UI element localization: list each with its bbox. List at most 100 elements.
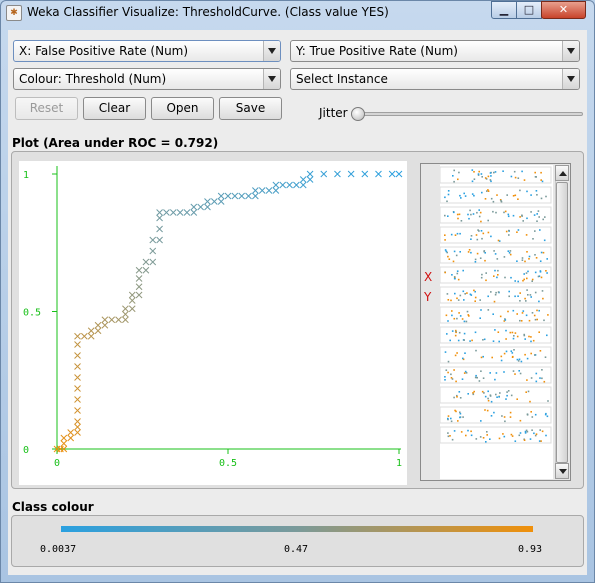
instance-select[interactable]: Select Instance xyxy=(290,68,580,90)
roc-point xyxy=(272,187,280,194)
thumbnail-dot xyxy=(487,397,489,400)
attribute-thumbnail[interactable] xyxy=(439,226,552,244)
thumbnail-dot xyxy=(489,179,492,181)
save-button[interactable]: Save xyxy=(219,97,282,120)
thumbnail-dot xyxy=(519,432,522,434)
thumbnail-dot xyxy=(467,393,469,395)
roc-point xyxy=(149,258,157,266)
attribute-thumbnail[interactable] xyxy=(439,166,552,184)
thumbnail-dot xyxy=(457,299,460,301)
thumbnail-dot xyxy=(484,259,486,262)
maximize-button[interactable]: □ xyxy=(516,1,542,19)
thumbnail-dot xyxy=(453,211,455,214)
thumbnail-dot xyxy=(483,392,485,394)
thumbnail-dot xyxy=(509,331,512,334)
thumbnail-dot xyxy=(493,171,495,174)
thumbnail-dot xyxy=(465,434,467,437)
attribute-thumbnail[interactable] xyxy=(439,206,552,224)
attribute-thumbnail[interactable] xyxy=(439,426,552,444)
attribute-thumbnail[interactable] xyxy=(439,366,552,384)
roc-point xyxy=(108,316,116,324)
attribute-thumbnail[interactable] xyxy=(439,326,552,344)
thumbnail-dot xyxy=(481,237,483,240)
thumbnail-dot xyxy=(456,213,459,216)
y-ticks: 0 0.5 1 xyxy=(23,170,57,456)
thumbnail-dot xyxy=(533,214,536,216)
thumbnail-dot xyxy=(485,279,487,282)
roc-point xyxy=(101,316,109,324)
thumbnail-dot xyxy=(455,329,457,332)
thumbnail-dot xyxy=(459,412,462,415)
thumbnail-dot xyxy=(492,200,495,203)
attribute-thumbnail[interactable] xyxy=(439,266,552,284)
y-tick-label: 0.5 xyxy=(23,308,41,319)
plot-canvas[interactable]: 0 0.5 1 0 0.5 1 xyxy=(19,161,407,485)
thumbnail-dot xyxy=(498,396,500,398)
thumbnail-dot xyxy=(458,312,460,314)
thumbnail-dot xyxy=(531,312,534,314)
colour-select[interactable]: Colour: Threshold (Num) xyxy=(13,68,281,90)
close-button[interactable]: ✕ xyxy=(541,1,586,19)
thumbnail-dot xyxy=(461,318,464,320)
minimize-button[interactable]: ▁ xyxy=(491,1,517,19)
y-marker: Y xyxy=(424,290,432,304)
jitter-slider-handle[interactable] xyxy=(351,107,365,121)
attribute-thumbnail[interactable] xyxy=(439,186,552,204)
thumbnail-dot xyxy=(465,320,468,323)
roc-point xyxy=(74,418,81,425)
thumbnail-dot xyxy=(544,356,547,358)
scroll-down-button[interactable] xyxy=(555,463,569,479)
thumbnail-dot xyxy=(454,277,456,280)
thumbnail-dot xyxy=(520,360,523,363)
thumbnail-dot xyxy=(547,314,549,316)
thumbnail-dot xyxy=(469,209,471,212)
thumbnail-dot xyxy=(535,257,538,259)
thumbnail-dot xyxy=(517,360,520,362)
thumbnail-dot xyxy=(499,315,502,318)
thumbnail-dot xyxy=(486,190,488,192)
thumbnail-dot xyxy=(519,189,521,192)
plot-title: Plot (Area under ROC = 0.792) xyxy=(12,136,219,150)
thumbnail-dot xyxy=(473,171,475,173)
thumbnail-dot xyxy=(527,270,529,273)
thumbnail-dot xyxy=(496,396,498,398)
thumbnail-dot xyxy=(448,258,451,260)
jitter-slider[interactable] xyxy=(352,112,583,116)
x-axis-select[interactable]: X: False Positive Rate (Num) xyxy=(13,40,281,62)
thumbnail-dot xyxy=(536,213,538,215)
thumbnail-dot xyxy=(539,429,541,431)
roc-point xyxy=(238,192,246,200)
x-tick-label: 0 xyxy=(54,458,60,469)
thumbnail-dot xyxy=(531,416,534,418)
scroll-up-button[interactable] xyxy=(555,165,569,181)
attribute-thumbnail[interactable] xyxy=(439,246,552,264)
roc-point xyxy=(74,429,81,436)
thumbnail-dot xyxy=(459,397,462,399)
y-axis-select[interactable]: Y: True Positive Rate (Num) xyxy=(290,40,580,62)
thumbnail-dot xyxy=(473,194,475,197)
thumbnail-dot xyxy=(525,429,528,432)
minimize-icon: ▁ xyxy=(499,3,509,16)
thumbnail-dot xyxy=(500,200,503,203)
thumbnail-dot xyxy=(518,358,521,361)
attribute-thumbnail[interactable] xyxy=(439,406,552,424)
thumbnail-dot xyxy=(522,220,524,222)
open-button[interactable]: Open xyxy=(151,97,214,120)
scrollbar-thumb[interactable] xyxy=(556,182,568,463)
thumbnail-dot xyxy=(452,175,454,177)
thumbnail-dot xyxy=(486,431,488,433)
reset-button[interactable]: Reset xyxy=(15,97,78,120)
clear-button[interactable]: Clear xyxy=(83,97,146,120)
thumbnail-dot xyxy=(533,432,535,435)
thumbnail-dot xyxy=(512,309,515,312)
thumbnail-dot xyxy=(517,177,520,179)
thumbnail-dot xyxy=(534,354,536,356)
thumbnail-dot xyxy=(459,411,461,414)
attribute-thumbnail[interactable] xyxy=(439,346,552,364)
thumbnail-dot xyxy=(542,218,544,221)
thumbnail-dot xyxy=(468,315,470,317)
thumbnail-dot xyxy=(508,295,510,298)
thumbnail-dot xyxy=(504,210,507,213)
roc-point xyxy=(252,187,259,194)
colour-min-label: 0.0037 xyxy=(40,544,77,555)
